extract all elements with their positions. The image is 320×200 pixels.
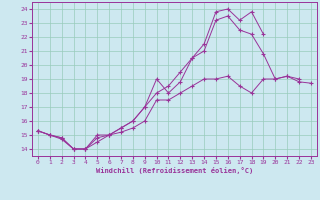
X-axis label: Windchill (Refroidissement éolien,°C): Windchill (Refroidissement éolien,°C): [96, 167, 253, 174]
